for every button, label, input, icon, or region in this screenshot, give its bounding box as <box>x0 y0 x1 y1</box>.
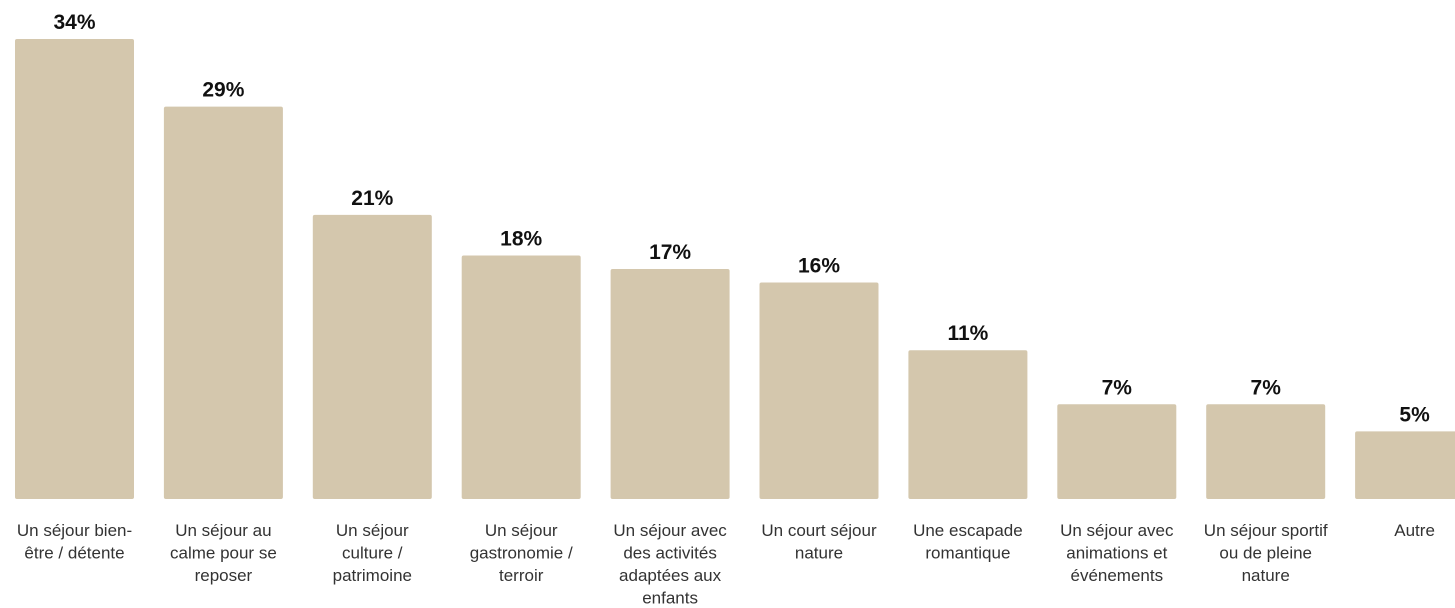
category-label-line: Un séjour avec <box>1060 521 1174 540</box>
category-labels-group: Un séjour bien-être / détente Un séjour a… <box>17 521 1435 608</box>
category-label-6: Un court séjour nature <box>761 521 877 563</box>
category-label-line: romantique <box>925 544 1010 563</box>
bar-3 <box>312 214 432 499</box>
category-label-10: Autre <box>1394 521 1435 540</box>
bar-value-label-6: 16% <box>798 255 840 278</box>
category-label-line: reposer <box>195 566 253 585</box>
category-label-line: ou de pleine <box>1219 544 1312 563</box>
category-label-line: Un séjour au <box>175 521 271 540</box>
bar-7 <box>908 350 1028 499</box>
bars-group <box>15 39 1455 499</box>
category-label-4: Un séjour gastronomie / terroir <box>470 521 573 585</box>
category-label-line: Un court séjour <box>761 521 877 540</box>
bar-value-label-5: 17% <box>649 241 691 264</box>
bar-4 <box>461 255 581 499</box>
category-label-line: adaptées aux <box>619 566 722 585</box>
category-label-line: Un séjour sportif <box>1204 521 1328 540</box>
bar-9 <box>1206 404 1326 499</box>
category-label-line: animations et <box>1066 544 1167 563</box>
category-label-line: événements <box>1070 566 1163 585</box>
bar-value-label-3: 21% <box>351 187 393 210</box>
category-label-1: Un séjour bien-être / détente <box>17 521 132 563</box>
category-label-line: des activités <box>623 544 717 563</box>
bar-value-label-2: 29% <box>202 79 244 102</box>
category-label-line: nature <box>795 544 843 563</box>
category-label-line: terroir <box>499 566 544 585</box>
category-label-line: Une escapade <box>913 521 1023 540</box>
bar-1 <box>15 39 134 499</box>
bar-value-label-7: 11% <box>947 322 988 345</box>
bar-value-label-4: 18% <box>500 228 542 251</box>
category-label-9: Un séjour sportif ou de pleine nature <box>1204 521 1328 585</box>
category-label-8: Un séjour avec animations et événements <box>1060 521 1174 585</box>
category-label-2: Un séjour au calme pour se reposer <box>170 521 277 585</box>
category-label-line: Autre <box>1394 521 1435 540</box>
bar-5 <box>610 269 730 499</box>
bar-10 <box>1355 431 1455 499</box>
bar-6 <box>759 282 879 499</box>
bar-8 <box>1057 404 1177 499</box>
category-label-line: être / détente <box>24 544 124 563</box>
category-label-line: nature <box>1242 566 1290 585</box>
category-label-line: enfants <box>642 589 698 608</box>
category-label-line: Un séjour bien- <box>17 521 132 540</box>
category-label-7: Une escapade romantique <box>913 521 1023 563</box>
bar-value-label-10: 5% <box>1399 403 1430 426</box>
bar-2 <box>163 106 283 499</box>
bar-value-label-8: 7% <box>1102 376 1133 399</box>
category-label-3: Un séjour culture / patrimoine <box>333 521 412 585</box>
value-labels-group: 34% 29% 21% 18% 17% 16% 11% 7% 7% 5% <box>53 11 1430 426</box>
category-label-line: gastronomie / <box>470 544 573 563</box>
category-label-line: culture / <box>342 544 403 563</box>
category-label-line: calme pour se <box>170 544 277 563</box>
bar-value-label-9: 7% <box>1251 376 1282 399</box>
category-label-line: Un séjour <box>336 521 409 540</box>
category-label-line: Un séjour avec <box>613 521 727 540</box>
category-label-line: Un séjour <box>485 521 558 540</box>
category-label-5: Un séjour avec des activités adaptées aux e… <box>613 521 727 608</box>
bar-value-label-1: 34% <box>53 11 95 34</box>
category-label-line: patrimoine <box>333 566 412 585</box>
